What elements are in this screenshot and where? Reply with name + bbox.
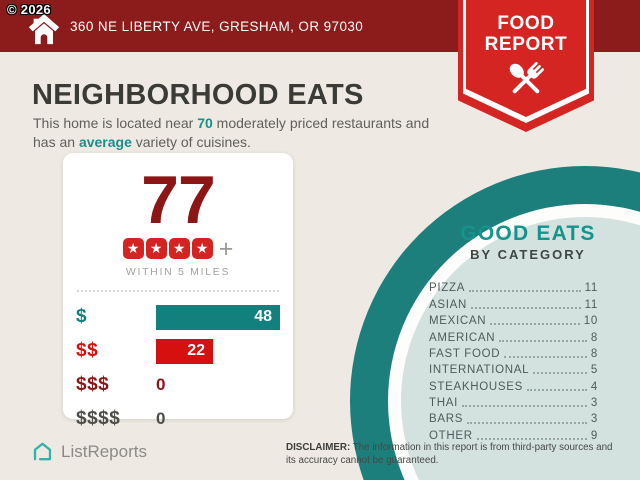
page-title: NEIGHBORHOOD EATS: [32, 79, 364, 111]
dotted-leader: [467, 421, 587, 424]
price-bar-one-dollar: 48: [155, 304, 280, 330]
dotted-leader: [471, 306, 581, 309]
star-rating: ★ ★ ★ ★ +: [63, 234, 293, 263]
listreports-house-icon: [33, 442, 52, 461]
star-icon: ★: [168, 238, 190, 259]
good-eats-panel: GOOD EATS BY CATEGORY PIZZA 11 ASIAN 11 ME…: [429, 222, 627, 442]
category-row: PIZZA 11: [429, 282, 598, 295]
price-value-four-dollar: 0: [156, 409, 166, 428]
category-row: INTERNATIONAL 5: [429, 364, 598, 377]
copyright-watermark: © 2026: [7, 2, 51, 17]
star-icon: ★: [191, 238, 213, 259]
dotted-leader: [504, 355, 587, 358]
dotted-leader: [533, 372, 587, 375]
property-address: 360 NE LIBERTY AVE, GRESHAM, OR 97030: [70, 19, 364, 34]
price-bar-two-dollar: 22: [156, 338, 213, 364]
crossed-spoon-fork-icon: [509, 61, 544, 94]
category-row: THAI 3: [429, 397, 598, 410]
restaurant-count: 70: [197, 115, 213, 131]
plus-sign: +: [218, 234, 234, 263]
price-tier-row: $$ 22: [76, 334, 280, 368]
category-list: PIZZA 11 ASIAN 11 MEXICAN 10 AMERICAN 8 FAST…: [429, 278, 598, 442]
category-row: FAST FOOD 8: [429, 347, 598, 360]
listreports-wordmark: ListReports: [61, 441, 147, 461]
category-row: ASIAN 11: [429, 298, 598, 311]
dotted-leader: [490, 323, 580, 326]
badge-inner-shape: [466, 0, 586, 117]
star-icon: ★: [145, 238, 167, 259]
price-tier-row: $ 48: [76, 300, 280, 334]
category-row: AMERICAN 8: [429, 331, 598, 344]
good-eats-subtitle: BY CATEGORY: [470, 247, 586, 262]
dotted-leader: [499, 339, 587, 342]
price-value-three-dollar: 0: [156, 375, 166, 394]
badge-title: FOOD REPORT: [484, 13, 568, 56]
dotted-divider: [77, 290, 279, 292]
radius-label: WITHIN 5 MILES: [125, 266, 231, 278]
intro-text: This home is located near 70 moderately …: [33, 115, 430, 151]
restaurant-score-card: 77 ★ ★ ★ ★ + WITHIN 5 MILES $ 48 $$ 22: [63, 153, 293, 429]
variety-rating: average: [78, 134, 132, 151]
good-eats-title: GOOD EATS: [460, 222, 596, 245]
food-report-badge: FOOD REPORT: [458, 0, 594, 132]
price-tier-row: $$$ 0: [76, 374, 166, 395]
dotted-leader: [476, 437, 587, 440]
dotted-leader: [469, 290, 581, 293]
category-row: STEAKHOUSES 4: [429, 380, 598, 393]
restaurant-total-score: 77: [141, 162, 216, 238]
category-row: BARS 3: [429, 413, 598, 426]
disclaimer-text: DISCLAIMER: The information in this repo…: [286, 442, 613, 466]
price-tier-row: $$$$ 0: [76, 408, 166, 429]
dotted-leader: [526, 388, 587, 391]
listreports-logo: ListReports: [31, 440, 147, 463]
home-icon: [28, 13, 60, 45]
category-row: MEXICAN 10: [429, 315, 598, 328]
star-icon: ★: [122, 238, 144, 259]
price-tier-chart: $ 48 $$ 22 $$$ 0 $$$$ 0: [63, 292, 293, 436]
dotted-leader: [462, 405, 587, 408]
category-row: OTHER 9: [429, 429, 598, 442]
